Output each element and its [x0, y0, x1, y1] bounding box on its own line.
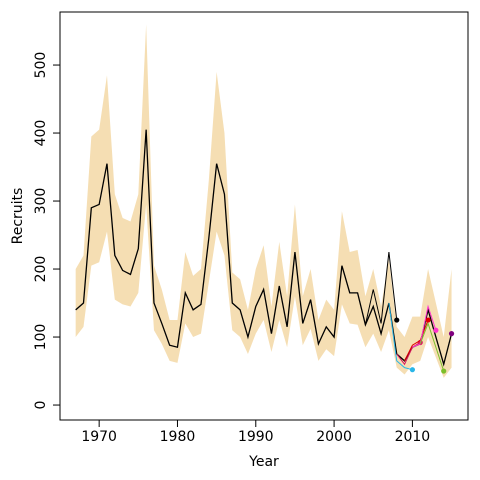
series-line — [388, 302, 413, 371]
y-tick-label: 0 — [33, 401, 49, 410]
x-axis-label: Year — [248, 454, 279, 470]
series-line — [412, 304, 437, 348]
end-point — [441, 368, 447, 374]
y-tick-label: 200 — [33, 256, 49, 283]
y-tick-label: 100 — [33, 324, 49, 351]
end-point — [425, 317, 431, 323]
x-tick-label: 2000 — [316, 429, 352, 445]
plot-frame — [59, 11, 469, 421]
y-axis-label: Recruits — [10, 188, 26, 245]
x-tick-label: 1970 — [81, 429, 117, 445]
x-tick-label: 2010 — [395, 429, 431, 445]
series-line — [396, 342, 421, 366]
series-line — [404, 319, 429, 362]
y-tick-label: 400 — [33, 120, 49, 147]
confidence-band — [75, 24, 452, 378]
end-point — [394, 317, 400, 323]
end-point — [448, 331, 455, 337]
x-tick-label: 1990 — [238, 429, 274, 445]
end-point — [409, 367, 415, 373]
series-line — [419, 321, 445, 372]
y-tick-label: 300 — [33, 188, 49, 215]
x-tick-label: 1980 — [160, 429, 196, 445]
y-tick-label: 500 — [33, 52, 49, 79]
series-line — [364, 251, 398, 325]
end-point — [433, 327, 439, 333]
